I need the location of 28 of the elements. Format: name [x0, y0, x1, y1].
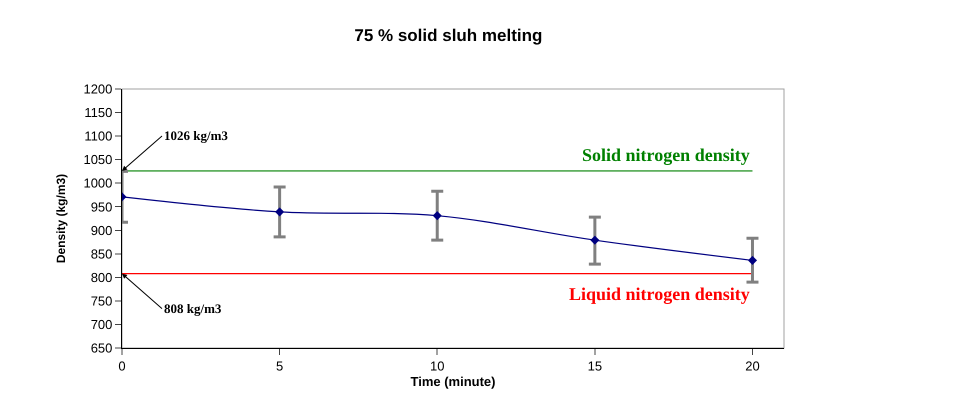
point — [590, 236, 600, 245]
x-tick-label: 5 — [276, 358, 284, 374]
chart-title: 75 % solid sluh melting — [354, 26, 542, 46]
y-tick-label: 900 — [90, 222, 112, 238]
x-tick-label: 20 — [745, 358, 760, 374]
x-axis-title: Time (minute) — [410, 374, 496, 390]
y-tick-label: 1100 — [84, 128, 112, 144]
point — [432, 211, 442, 220]
point — [748, 256, 758, 265]
y-tick-label: 1050 — [83, 152, 112, 168]
x-tick-label: 10 — [430, 358, 444, 374]
x-tick-label: 0 — [118, 358, 126, 374]
annotation: 808 kg/m3 — [164, 301, 222, 316]
y-tick-label: 850 — [90, 246, 112, 262]
y-tick-label: 650 — [90, 340, 112, 356]
x-tick-label: 15 — [588, 358, 602, 374]
ref-line-label: Liquid nitrogen density — [569, 284, 750, 304]
point — [275, 207, 284, 216]
y-tick-label: 750 — [90, 293, 112, 308]
y-tick-label: 1000 — [83, 176, 112, 191]
y-tick-label: 800 — [90, 270, 112, 285]
y-tick-label: 700 — [90, 317, 112, 332]
y-tick-label: 1150 — [84, 105, 112, 120]
annotation: 1026 kg/m3 — [164, 128, 228, 143]
y-tick-label: 950 — [90, 199, 112, 214]
y-axis-title: Density (kg/m3) — [54, 174, 68, 264]
ref-line-label: Solid nitrogen density — [582, 145, 750, 165]
y-tick-label: 1200 — [83, 82, 112, 97]
